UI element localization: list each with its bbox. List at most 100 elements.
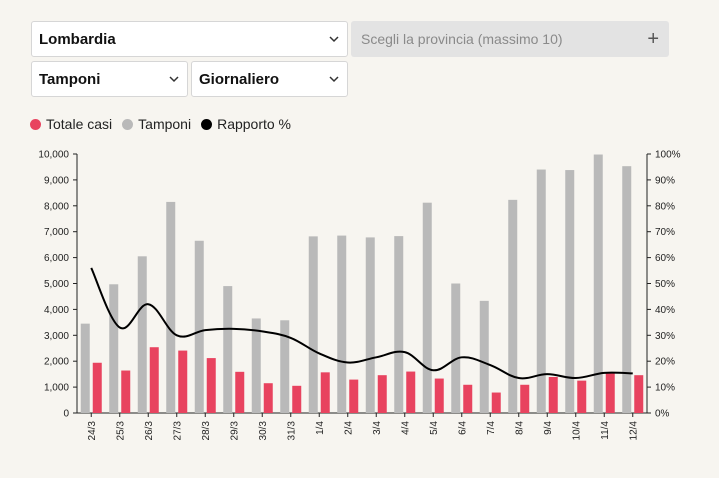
cases-bar — [577, 380, 587, 413]
left-tick-label: 4,000 — [44, 305, 69, 316]
x-tick-label: 3/4 — [372, 421, 383, 435]
cases-bar — [149, 347, 159, 413]
x-tick-label: 31/3 — [286, 421, 297, 441]
region-select-value: Lombardia — [39, 30, 116, 48]
cases-bar — [206, 358, 216, 413]
cases-bar — [235, 371, 245, 413]
left-tick-label: 7,000 — [44, 227, 69, 238]
right-tick-label: 90% — [655, 175, 675, 186]
tests-bar — [536, 169, 546, 413]
metric-select[interactable]: Tamponi — [31, 61, 188, 97]
x-tick-label: 2/4 — [343, 421, 354, 435]
right-tick-label: 70% — [655, 227, 675, 238]
cases-bar — [92, 362, 102, 413]
tests-bar — [166, 201, 176, 413]
legend-item-ratio[interactable]: Rapporto % — [201, 116, 291, 132]
right-tick-label: 20% — [655, 357, 675, 368]
right-tick-label: 60% — [655, 253, 675, 264]
legend-item-cases[interactable]: Totale casi — [30, 116, 112, 132]
tests-bar — [194, 240, 204, 413]
frequency-select[interactable]: Giornaliero — [191, 61, 348, 97]
x-tick-label: 6/4 — [457, 421, 468, 435]
province-placeholder: Scegli la provincia (massimo 10) — [361, 31, 563, 47]
tests-bar — [394, 236, 404, 413]
x-tick-label: 30/3 — [258, 421, 269, 441]
right-tick-label: 10% — [655, 383, 675, 394]
tests-bar — [251, 318, 261, 413]
right-tick-label: 100% — [655, 150, 681, 161]
tests-bar — [451, 283, 461, 413]
left-tick-label: 8,000 — [44, 201, 69, 212]
cases-tests-chart: 0 1,000 2,000 3,000 4,000 5,000 6,000 7,000 8,00… — [38, 150, 681, 441]
tests-bar — [280, 320, 290, 413]
tests-bar — [308, 236, 318, 413]
tests-bar — [137, 256, 147, 413]
metric-select-value: Tamponi — [39, 70, 101, 88]
legend-dot-tests — [122, 118, 134, 130]
tests-bar — [337, 235, 347, 413]
legend-dot-ratio — [201, 118, 213, 130]
right-tick-label: 80% — [655, 201, 675, 212]
province-selector[interactable]: Scegli la provincia (massimo 10) + — [351, 21, 669, 57]
add-icon[interactable]: + — [647, 28, 659, 50]
left-tick-label: 1,000 — [44, 383, 69, 394]
left-tick-label: 10,000 — [38, 150, 69, 161]
x-tick-label: 8/4 — [514, 421, 525, 435]
x-tick-label: 27/3 — [172, 421, 183, 441]
tests-bar — [109, 284, 119, 413]
cases-bar — [320, 372, 330, 413]
ratio-line — [90, 267, 633, 380]
frequency-select-value: Giornaliero — [199, 70, 280, 88]
cases-bar — [634, 375, 644, 413]
x-tick-label: 10/4 — [571, 421, 582, 441]
right-tick-label: 40% — [655, 305, 675, 316]
cases-bar — [463, 384, 473, 413]
x-tick-label: 28/3 — [201, 421, 212, 441]
left-tick-label: 5,000 — [44, 279, 69, 290]
tests-bar — [223, 286, 233, 413]
right-tick-label: 0% — [655, 409, 670, 420]
x-tick-label: 7/4 — [486, 421, 497, 435]
left-tick-label: 2,000 — [44, 357, 69, 368]
region-select[interactable]: Lombardia — [31, 21, 348, 57]
x-tick-label: 4/4 — [400, 421, 411, 435]
tests-bar — [622, 166, 632, 413]
tests-bar — [479, 300, 489, 413]
cases-bar — [377, 375, 387, 413]
x-tick-label: 11/4 — [600, 421, 611, 440]
cases-bar — [178, 350, 188, 413]
left-tick-label: 6,000 — [44, 253, 69, 264]
x-tick-label: 9/4 — [543, 421, 554, 435]
right-tick-label: 30% — [655, 331, 675, 342]
cases-bar — [491, 392, 501, 413]
cases-bar — [605, 372, 615, 413]
cases-bar — [520, 384, 530, 413]
legend-label-tests: Tamponi — [138, 116, 192, 132]
x-tick-label: 5/4 — [429, 421, 440, 435]
tests-bar — [365, 237, 375, 413]
chevron-down-icon — [329, 76, 339, 83]
x-tick-label: 25/3 — [115, 421, 126, 441]
left-tick-label: 3,000 — [44, 331, 69, 342]
cases-bar — [349, 379, 359, 413]
tests-bar — [565, 170, 575, 413]
chevron-down-icon — [329, 36, 339, 43]
x-tick-label: 1/4 — [315, 421, 326, 435]
right-tick-label: 50% — [655, 279, 675, 290]
cases-bar — [263, 383, 273, 413]
legend-item-tests[interactable]: Tamponi — [122, 116, 191, 132]
cases-bar — [434, 378, 444, 413]
legend-dot-cases — [30, 118, 41, 130]
x-tick-label: 12/4 — [628, 421, 639, 441]
chevron-down-icon — [169, 76, 179, 83]
tests-bar — [422, 202, 432, 413]
chart-legend: Totale casi Tamponi Rapporto % — [30, 116, 293, 132]
tests-bar — [508, 199, 518, 413]
cases-bar — [292, 385, 302, 413]
tests-bar — [593, 154, 603, 413]
legend-label-ratio: Rapporto % — [217, 116, 292, 132]
left-tick-label: 9,000 — [44, 175, 69, 186]
tests-bar — [80, 323, 90, 413]
cases-bar — [121, 370, 131, 413]
cases-bar — [406, 371, 416, 413]
